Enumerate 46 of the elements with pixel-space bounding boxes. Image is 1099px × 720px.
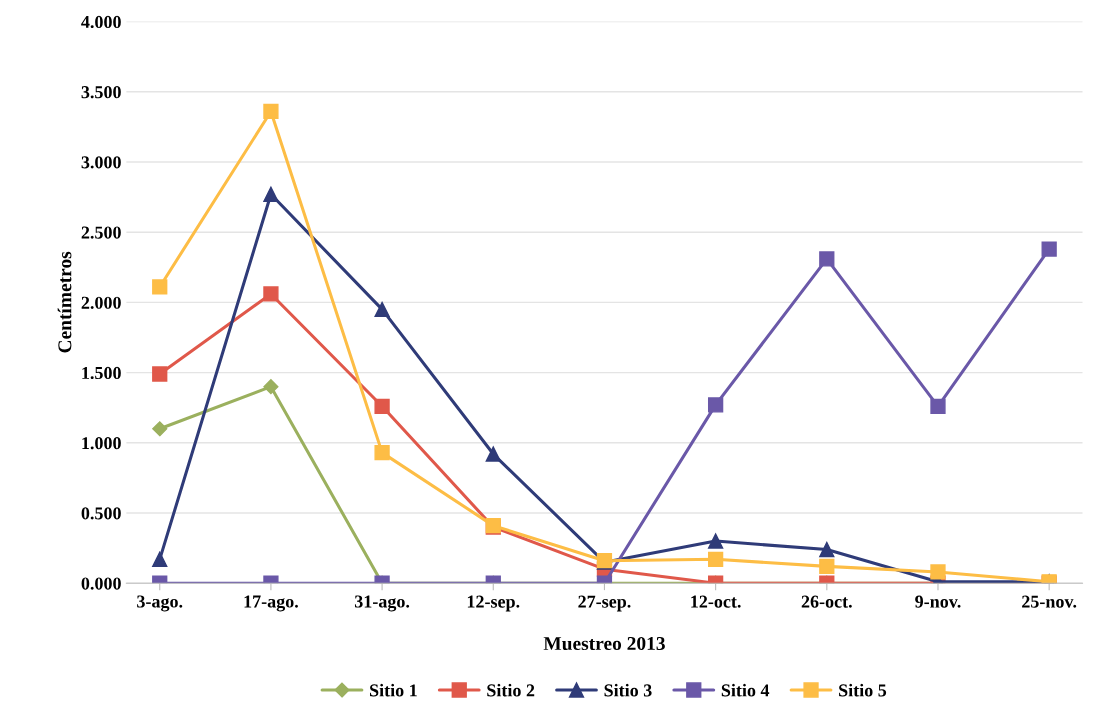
x-tick-label: 12-oct. <box>691 595 741 608</box>
y-tick-label: 1.000 <box>82 437 121 450</box>
y-tick-label: 0.500 <box>81 507 121 520</box>
y-tick-label: 3.000 <box>81 156 121 169</box>
x-tick-label: 31-ago. <box>354 595 410 612</box>
legend-label: Sitio 2 <box>487 683 535 697</box>
point <box>152 366 168 382</box>
point <box>374 301 390 318</box>
x-tick-label: 25-nov. <box>1022 595 1077 608</box>
point <box>485 446 501 462</box>
legend-label: Sitio 5 <box>839 683 887 697</box>
x-tick-label: 12-sep. <box>467 595 520 612</box>
point <box>152 421 168 437</box>
x-tick-label: 3-ago. <box>137 595 183 612</box>
x-tick-label: 26-oct. <box>801 595 852 608</box>
point <box>263 286 279 302</box>
x-tick-label: 9-nov. <box>915 595 961 608</box>
point <box>152 551 168 567</box>
legend-label: Sitio 1 <box>370 683 417 697</box>
point <box>1041 241 1057 257</box>
point <box>263 379 279 395</box>
point <box>707 551 724 567</box>
point <box>819 541 835 558</box>
point <box>152 279 168 295</box>
y-axis-title: Centímetros <box>57 251 72 353</box>
point <box>707 397 724 413</box>
y-tick-label: 0.000 <box>81 577 121 590</box>
y-tick-label: 2.500 <box>81 226 121 239</box>
point <box>263 103 279 120</box>
y-tick-label: 2.000 <box>81 296 121 309</box>
point <box>374 444 390 461</box>
point <box>707 533 724 549</box>
point <box>930 564 946 580</box>
point <box>819 558 835 574</box>
y-tick-label: 4.000 <box>81 15 121 29</box>
point <box>374 398 390 414</box>
x-axis-title: Muestreo 2013 <box>543 636 665 651</box>
x-tick-label: 27-sep. <box>578 595 631 612</box>
point <box>263 186 279 202</box>
legend-label: Sitio 3 <box>604 683 652 697</box>
x-tick-label: 17-ago. <box>244 595 298 612</box>
point <box>819 251 835 267</box>
point <box>930 398 946 414</box>
legend-label: Sitio 4 <box>721 683 770 697</box>
y-tick-label: 1.500 <box>82 366 121 380</box>
y-tick-label: 3.500 <box>81 86 121 99</box>
